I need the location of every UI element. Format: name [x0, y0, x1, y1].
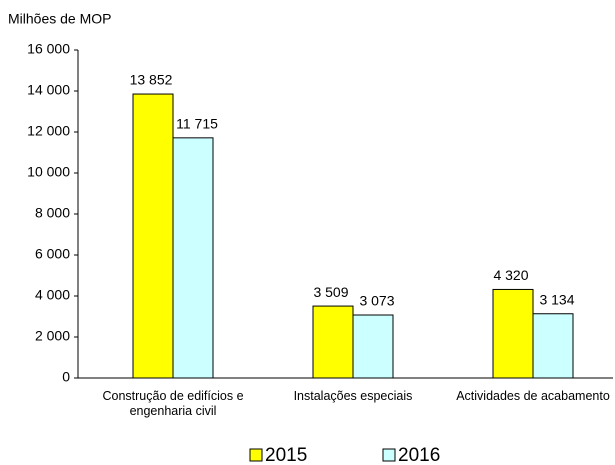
data-label: 3 134 — [539, 291, 574, 307]
x-tick-label: Actividades de acabamento — [456, 389, 610, 403]
bar — [132, 93, 174, 379]
legend-swatch — [382, 448, 396, 462]
bar — [312, 305, 354, 379]
y-tick-label: 14 000 — [27, 82, 70, 98]
y-tick-label: 16 000 — [27, 41, 70, 57]
bar — [492, 288, 534, 379]
data-label: 13 852 — [130, 72, 173, 88]
y-tick-label: 8 000 — [35, 205, 70, 221]
y-tick-label: 2 000 — [35, 328, 70, 344]
y-tick-label: 12 000 — [27, 123, 70, 139]
x-tick-label: Instalações especiais — [293, 389, 413, 403]
legend-label: 2016 — [398, 445, 440, 465]
y-tick-label: 0 — [62, 369, 70, 385]
y-tick-label: 4 000 — [35, 287, 70, 303]
data-label: 11 715 — [176, 116, 218, 132]
bar — [172, 137, 214, 379]
y-axis-label: Milhões de MOP — [8, 11, 111, 27]
data-label: 3 073 — [359, 293, 394, 309]
data-label: 3 509 — [313, 284, 348, 300]
legend-label: 2015 — [265, 445, 307, 465]
bar — [352, 314, 394, 379]
x-tick-label: Construção de edifícios e engenharia civ… — [102, 389, 244, 418]
y-tick-label: 10 000 — [27, 164, 70, 180]
data-label: 4 320 — [493, 267, 528, 283]
y-tick-label: 6 000 — [35, 246, 70, 262]
bar — [532, 313, 574, 379]
legend-swatch — [249, 448, 263, 462]
